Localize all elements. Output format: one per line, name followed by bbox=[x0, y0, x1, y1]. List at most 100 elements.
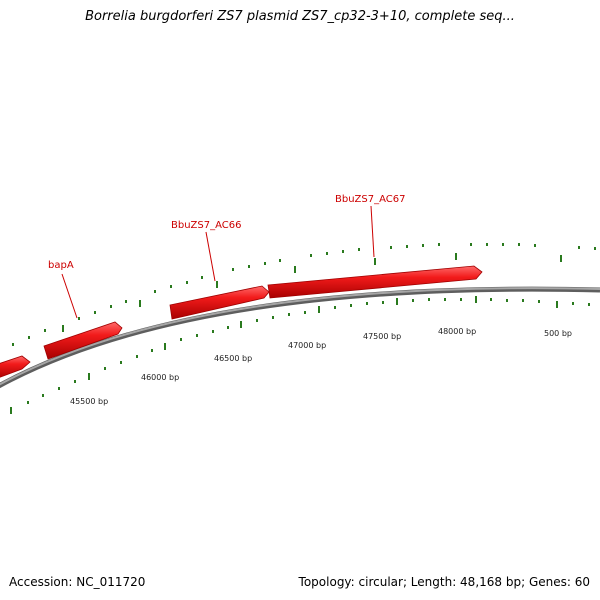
outer-tick bbox=[470, 243, 472, 246]
outer-tick bbox=[294, 266, 296, 273]
outer-tick bbox=[78, 317, 80, 320]
outer-tick bbox=[139, 300, 141, 307]
outer-tick bbox=[406, 245, 408, 248]
outer-tick bbox=[94, 311, 96, 314]
inner-tick bbox=[366, 302, 368, 305]
inner-tick bbox=[382, 301, 384, 304]
inner-tick bbox=[58, 387, 60, 390]
gene-label-BbuZS7_AC66: BbuZS7_AC66 bbox=[171, 220, 241, 231]
tick-label: 45500 bp bbox=[70, 397, 108, 406]
inner-tick bbox=[428, 298, 430, 301]
plasmid-summary: Topology: circular; Length: 48,168 bp; G… bbox=[298, 575, 590, 589]
outer-tick bbox=[374, 258, 376, 265]
outer-tick bbox=[12, 343, 14, 346]
inner-tick bbox=[556, 301, 558, 308]
inner-tick bbox=[240, 321, 242, 328]
outer-tick bbox=[62, 325, 64, 332]
outer-tick bbox=[486, 243, 488, 246]
outer-tick bbox=[216, 281, 218, 288]
outer-tick bbox=[518, 243, 520, 246]
outer-tick bbox=[422, 244, 424, 247]
inner-tick bbox=[506, 299, 508, 302]
gene-arrow-bapA[interactable] bbox=[43, 321, 123, 360]
accession-label: Accession: NC_011720 bbox=[9, 575, 146, 589]
inner-tick bbox=[490, 298, 492, 301]
tick-label: 500 bp bbox=[544, 329, 572, 338]
plasmid-backbone-highlight bbox=[0, 287, 600, 386]
outer-tick bbox=[455, 253, 457, 260]
outer-tick bbox=[125, 300, 127, 303]
tick-label: 47500 bp bbox=[363, 332, 401, 341]
callout-line-bapA bbox=[61, 273, 78, 319]
outer-tick bbox=[279, 259, 281, 262]
outer-tick bbox=[170, 285, 172, 288]
inner-tick bbox=[304, 311, 306, 314]
gene-label-bapA: bapA bbox=[48, 260, 74, 271]
inner-ticks bbox=[10, 296, 590, 414]
outer-tick bbox=[358, 248, 360, 251]
outer-tick bbox=[232, 268, 234, 271]
outer-tick bbox=[201, 276, 203, 279]
inner-tick bbox=[538, 300, 540, 303]
outer-tick bbox=[264, 262, 266, 265]
inner-tick bbox=[475, 296, 477, 303]
inner-tick bbox=[164, 343, 166, 350]
inner-tick bbox=[396, 298, 398, 305]
inner-tick bbox=[27, 401, 29, 404]
outer-tick bbox=[534, 244, 536, 247]
outer-tick bbox=[110, 305, 112, 308]
tick-label: 46500 bp bbox=[214, 354, 252, 363]
inner-tick bbox=[104, 367, 106, 370]
inner-tick bbox=[120, 361, 122, 364]
callout-line-BbuZS7_AC67 bbox=[370, 205, 375, 258]
inner-tick bbox=[272, 316, 274, 319]
gene-arrow-BbuZS7_AC66[interactable] bbox=[169, 285, 270, 320]
outer-ticks bbox=[12, 243, 596, 346]
gene-features bbox=[0, 265, 483, 379]
outer-tick bbox=[326, 252, 328, 255]
inner-tick bbox=[136, 355, 138, 358]
inner-tick bbox=[227, 326, 229, 329]
tick-label: 46000 bp bbox=[141, 373, 179, 382]
inner-tick bbox=[350, 304, 352, 307]
inner-tick bbox=[180, 338, 182, 341]
inner-tick bbox=[212, 330, 214, 333]
gene-arrow-BbuZS7_AC67[interactable] bbox=[267, 265, 483, 299]
inner-tick bbox=[88, 373, 90, 380]
tick-label: 48000 bp bbox=[438, 327, 476, 336]
gene-labels: bapA BbuZS7_AC66 BbuZS7_AC67 bbox=[48, 194, 405, 271]
inner-tick bbox=[444, 298, 446, 301]
outer-tick bbox=[44, 329, 46, 332]
outer-tick bbox=[342, 250, 344, 253]
tick-label: 47000 bp bbox=[288, 341, 326, 350]
inner-tick bbox=[288, 313, 290, 316]
inner-tick bbox=[318, 306, 320, 313]
inner-tick bbox=[256, 319, 258, 322]
outer-tick bbox=[248, 265, 250, 268]
inner-tick bbox=[588, 303, 590, 306]
inner-tick bbox=[10, 407, 12, 414]
outer-tick bbox=[310, 254, 312, 257]
outer-tick bbox=[560, 255, 562, 262]
map-title: Borrelia burgdorferi ZS7 plasmid ZS7_cp3… bbox=[85, 9, 515, 24]
inner-tick bbox=[460, 298, 462, 301]
outer-tick bbox=[154, 290, 156, 293]
inner-tick bbox=[196, 334, 198, 337]
inner-tick bbox=[334, 306, 336, 309]
inner-tick bbox=[151, 349, 153, 352]
inner-tick bbox=[572, 302, 574, 305]
outer-tick bbox=[28, 336, 30, 339]
outer-tick bbox=[438, 243, 440, 246]
inner-tick bbox=[42, 394, 44, 397]
outer-tick bbox=[502, 243, 504, 246]
gene-arrow-partial[interactable] bbox=[0, 355, 31, 379]
gene-label-BbuZS7_AC67: BbuZS7_AC67 bbox=[335, 194, 405, 205]
inner-tick bbox=[412, 299, 414, 302]
outer-tick bbox=[594, 247, 596, 250]
outer-tick bbox=[390, 246, 392, 249]
outer-tick bbox=[578, 246, 580, 249]
gene-callouts bbox=[61, 205, 375, 319]
tick-labels: 45500 bp 46000 bp 46500 bp 47000 bp 4750… bbox=[70, 327, 572, 406]
inner-tick bbox=[74, 380, 76, 383]
